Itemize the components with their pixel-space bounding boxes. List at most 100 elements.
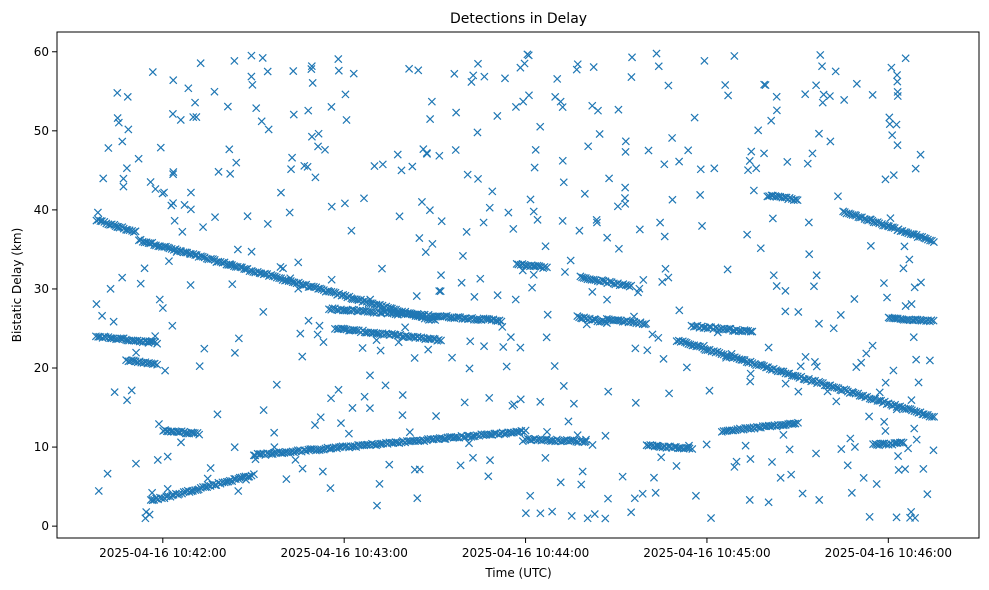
clutter-point: [578, 467, 587, 476]
clutter-point: [140, 264, 149, 273]
clutter-point: [727, 349, 736, 358]
clutter-point: [334, 385, 343, 394]
clutter-point: [151, 332, 160, 341]
clutter-point: [169, 76, 178, 85]
clutter-point: [893, 92, 902, 101]
clutter-point: [923, 490, 932, 499]
clutter-point: [907, 300, 916, 309]
clutter-point: [484, 472, 493, 481]
clutter-point: [393, 310, 402, 319]
clutter-point: [818, 98, 827, 107]
track-point: [198, 252, 207, 261]
track-point: [542, 435, 551, 444]
clutter-point: [900, 242, 909, 251]
clutter-point: [307, 132, 316, 141]
track-point: [627, 281, 636, 290]
clutter-point: [862, 349, 871, 358]
clutter-point: [541, 242, 550, 251]
x-tick-label: 2025-04-16 10:42:00: [99, 546, 226, 560]
clutter-point: [631, 344, 640, 353]
track-point: [758, 361, 767, 370]
clutter-point: [805, 250, 814, 259]
track-point: [317, 285, 326, 294]
clutter-point: [668, 133, 677, 143]
clutter-point: [348, 403, 357, 412]
clutter-point: [156, 143, 165, 152]
track-point: [873, 396, 882, 405]
track-point: [147, 359, 156, 368]
clutter-point: [272, 380, 281, 389]
clutter-point: [458, 251, 467, 260]
clutter-point: [760, 149, 769, 158]
clutter-point: [186, 188, 195, 197]
clutter-point: [776, 473, 785, 482]
clutter-point: [296, 329, 305, 338]
track-point: [540, 262, 549, 271]
clutter-point: [142, 508, 151, 517]
clutter-point: [287, 165, 296, 174]
clutter-point: [113, 114, 122, 123]
clutter-point: [285, 208, 294, 217]
track-point: [776, 367, 785, 376]
track-point: [249, 470, 258, 479]
clutter-point: [785, 445, 794, 454]
clutter-point: [314, 129, 323, 138]
clutter-point: [881, 378, 890, 387]
track-point: [247, 471, 256, 480]
clutter-point: [577, 480, 586, 489]
clutter-point: [493, 111, 502, 120]
clutter-point: [837, 445, 846, 454]
clutter-point: [398, 411, 407, 420]
clutter-point: [186, 205, 195, 214]
clutter-point: [334, 66, 343, 75]
clutter-point: [252, 104, 261, 113]
clutter-point: [485, 393, 494, 402]
clutter-point: [656, 218, 665, 227]
track-point: [153, 360, 162, 369]
clutter-point: [248, 80, 257, 89]
clutter-point: [134, 154, 143, 163]
track-point: [909, 230, 919, 239]
track-point: [218, 258, 227, 267]
clutter-point: [909, 333, 918, 342]
clutter-point: [892, 120, 901, 129]
clutter-point: [850, 294, 859, 304]
clutter-point: [536, 509, 545, 518]
clutter-point: [519, 97, 528, 106]
clutter-point: [658, 277, 667, 286]
clutter-point: [638, 489, 647, 498]
clutter-point: [232, 158, 241, 167]
clutter-point: [448, 353, 457, 362]
clutter-point: [914, 378, 923, 387]
track-point: [715, 348, 724, 357]
clutter-point: [893, 77, 902, 86]
clutter-point: [467, 77, 476, 86]
clutter-point: [251, 455, 260, 464]
clutter-point: [192, 113, 201, 122]
clutter-point: [276, 262, 285, 271]
x-tick-label: 2025-04-16 10:45:00: [643, 546, 770, 560]
clutter-point: [892, 513, 901, 522]
clutter-point: [524, 51, 533, 60]
clutter-point: [912, 355, 921, 364]
clutter-point: [819, 90, 828, 99]
clutter-point: [504, 208, 513, 217]
clutter-point: [114, 118, 123, 127]
clutter-point: [410, 465, 419, 474]
clutter-point: [228, 280, 237, 289]
clutter-point: [603, 494, 613, 503]
track-point: [150, 359, 159, 368]
clutter-point: [327, 394, 336, 403]
track-point: [779, 421, 788, 430]
track-point: [348, 442, 357, 451]
clutter-point: [801, 352, 810, 361]
track-point: [375, 300, 384, 309]
clutter-point: [148, 488, 157, 497]
clutter-point: [672, 461, 681, 471]
track-point: [225, 476, 234, 485]
clutter-point: [435, 286, 444, 296]
track-point: [144, 239, 153, 248]
track-point: [777, 367, 786, 376]
clutter-point: [592, 218, 601, 227]
clutter-point: [341, 90, 350, 99]
